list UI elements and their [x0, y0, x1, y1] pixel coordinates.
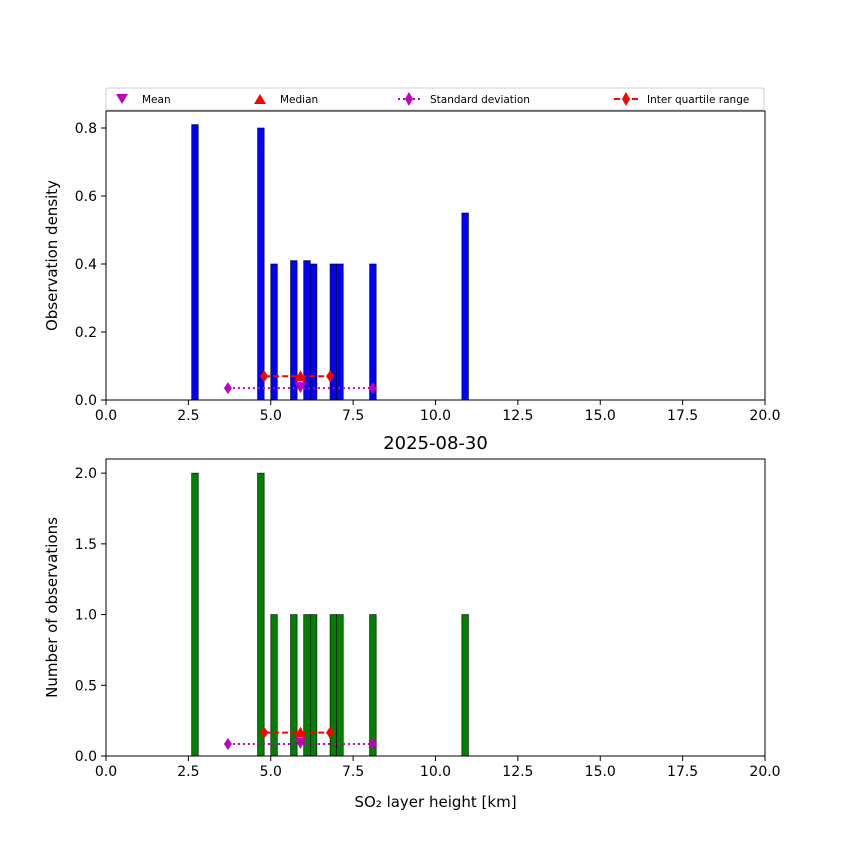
upper-bar-2	[270, 263, 278, 401]
x-tick-label: 10.0	[420, 764, 451, 780]
diamond-icon	[405, 92, 413, 106]
x-tick-label: 5.0	[260, 764, 282, 780]
x-tick-label: 20.0	[749, 408, 780, 424]
x-tick-label: 0.0	[95, 764, 117, 780]
legend-entry-standard-deviation: Standard deviation	[398, 92, 530, 106]
upper-y-ticks: 0.0 0.2 0.4 0.6 0.8	[75, 121, 106, 409]
x-tick-label: 12.5	[502, 408, 533, 424]
legend: Mean Median Standard deviation Inter qua…	[105, 87, 765, 111]
upper-y-axis-label: Observation density	[43, 180, 61, 331]
median-marker	[294, 726, 307, 738]
lower-x-axis-label: SO₂ layer height [km]	[354, 793, 516, 811]
lower-y-axis-label: Number of observations	[43, 517, 61, 698]
std-diamond-marker-0	[223, 737, 232, 750]
x-tick-label: 15.0	[585, 408, 616, 424]
lower-count-panel: 2025-08-30 0.0 2.5 5.0 7.5 10.0 12.5 15.0 17.5 2…	[43, 433, 781, 811]
lower-bar-1	[257, 472, 265, 757]
legend-entry-mean: Mean	[116, 94, 171, 106]
legend-label-median: Median	[280, 94, 318, 106]
lower-panel-title: 2025-08-30	[383, 433, 488, 454]
lower-y-ticks: 0.0 0.5 1.0 1.5 2.0	[75, 466, 106, 765]
legend-label-inter-quartile-range: Inter quartile range	[647, 94, 749, 106]
lower-bar-5	[309, 614, 318, 757]
mean-marker	[294, 737, 307, 749]
x-tick-label: 15.0	[585, 764, 616, 780]
upper-bar-0	[191, 124, 199, 401]
y-tick-label: 0.0	[75, 749, 97, 765]
x-tick-label: 2.5	[177, 764, 199, 780]
y-tick-label: 0.4	[75, 257, 97, 273]
y-tick-label: 2.0	[75, 466, 97, 482]
upper-bar-5	[309, 263, 318, 401]
upper-bar-7	[336, 263, 344, 401]
std-diamond-marker-1	[368, 382, 377, 395]
x-tick-label: 12.5	[502, 764, 533, 780]
upper-x-ticks: 0.0 2.5 5.0 7.5 10.0 12.5 15.0 17.5 20.0	[95, 400, 781, 424]
legend-label-mean: Mean	[142, 94, 171, 106]
triangle-down-icon	[116, 94, 128, 104]
x-tick-label: 7.5	[342, 408, 364, 424]
x-tick-label: 17.5	[667, 764, 698, 780]
x-tick-label: 7.5	[342, 764, 364, 780]
iqr-diamond-marker-0	[260, 370, 269, 383]
triangle-up-icon	[254, 94, 266, 104]
lower-bar-2	[270, 614, 278, 757]
lower-bar-0	[191, 472, 199, 757]
lower-bar-7	[336, 614, 344, 757]
y-tick-label: 1.5	[75, 537, 97, 553]
std-diamond-marker-0	[223, 382, 232, 395]
legend-entry-inter-quartile-range: Inter quartile range	[614, 92, 749, 106]
x-tick-label: 17.5	[667, 408, 698, 424]
iqr-diamond-marker-1	[326, 370, 335, 383]
legend-label-standard-deviation: Standard deviation	[430, 94, 530, 106]
upper-bar-9	[461, 212, 469, 401]
y-tick-label: 0.6	[75, 189, 97, 205]
iqr-diamond-marker-1	[326, 726, 335, 739]
x-tick-label: 10.0	[420, 408, 451, 424]
upper-bar-8	[369, 263, 377, 401]
y-tick-label: 1.0	[75, 608, 97, 624]
x-tick-label: 20.0	[749, 764, 780, 780]
y-tick-label: 0.0	[75, 393, 97, 409]
median-marker	[294, 370, 307, 382]
std-diamond-marker-1	[368, 737, 377, 750]
lower-bar-9	[461, 614, 469, 757]
x-tick-label: 5.0	[260, 408, 282, 424]
lower-statistics	[223, 726, 377, 750]
y-tick-label: 0.2	[75, 325, 97, 341]
legend-entry-median: Median	[254, 94, 318, 106]
mean-marker	[294, 382, 307, 394]
upper-statistics	[223, 370, 377, 395]
iqr-diamond-marker-0	[260, 726, 269, 739]
x-tick-label: 2.5	[177, 408, 199, 424]
y-tick-label: 0.8	[75, 121, 97, 137]
x-tick-label: 0.0	[95, 408, 117, 424]
lower-bar-8	[369, 614, 377, 757]
upper-density-panel: 0.0 2.5 5.0 7.5 10.0 12.5 15.0 17.5 20.0 0.00.20…	[43, 110, 781, 424]
upper-bar-1	[257, 127, 265, 401]
lower-x-ticks: 0.0 2.5 5.0 7.5 10.0 12.5 15.0 17.5 20.0	[95, 756, 781, 780]
y-tick-label: 0.5	[75, 678, 97, 694]
diamond-icon	[622, 92, 630, 106]
